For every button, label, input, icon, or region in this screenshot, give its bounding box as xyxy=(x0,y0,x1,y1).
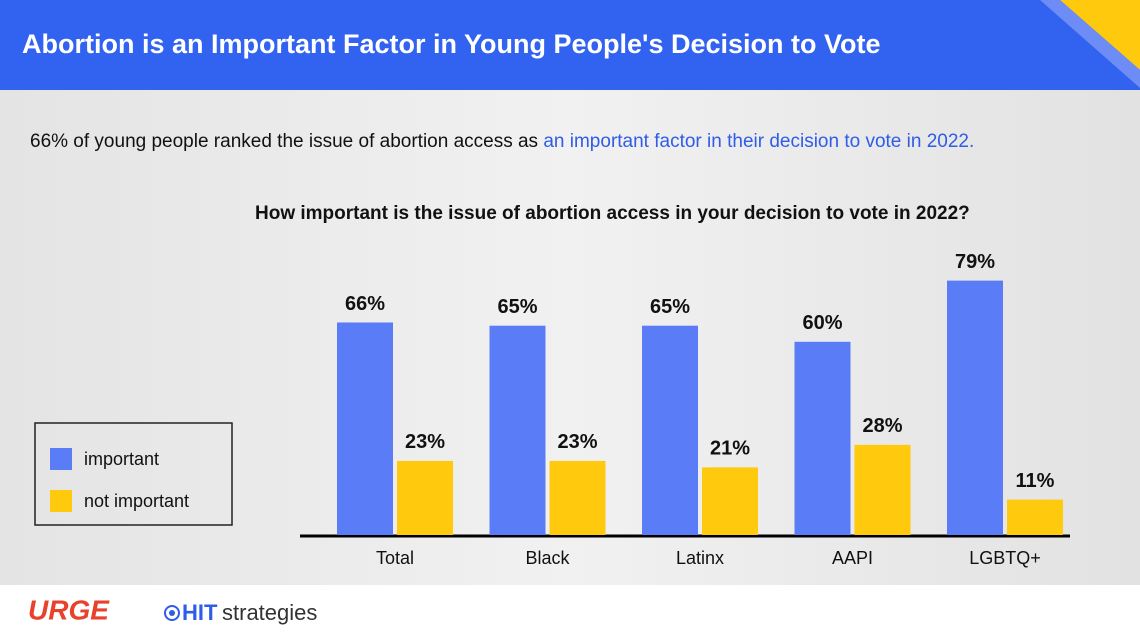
x-tick-label: Latinx xyxy=(676,548,724,568)
logo-icon xyxy=(164,605,180,621)
legend-label: important xyxy=(84,449,159,469)
bar xyxy=(642,325,698,535)
subtitle-highlight: an important factor in their decision to… xyxy=(543,131,975,152)
legend-swatch xyxy=(50,448,72,470)
legend-box xyxy=(34,422,233,526)
bar xyxy=(854,444,911,535)
x-tick-label: AAPI xyxy=(832,548,873,568)
data-label: 79% xyxy=(955,251,995,273)
bar xyxy=(1007,499,1063,535)
data-label: 23% xyxy=(405,431,445,453)
bar xyxy=(337,322,393,535)
bar xyxy=(397,460,453,535)
bar xyxy=(794,341,851,535)
data-label: 66% xyxy=(345,293,385,315)
corner-accent-2 xyxy=(1040,0,1140,88)
data-label: 23% xyxy=(557,431,597,453)
bar xyxy=(702,467,758,535)
logo-urge: URGE xyxy=(28,594,110,625)
legend-label: not important xyxy=(84,491,189,511)
data-label: 11% xyxy=(1016,470,1055,492)
subtitle-lead: 66% of young people ranked the issue of … xyxy=(30,131,544,152)
header-bar xyxy=(0,0,1140,90)
slide-title: Abortion is an Important Factor in Young… xyxy=(22,29,881,59)
footer xyxy=(0,585,1140,641)
data-label: 21% xyxy=(710,438,750,460)
x-tick-label: LGBTQ+ xyxy=(969,548,1041,568)
data-label: 60% xyxy=(802,312,842,334)
x-tick-label: Total xyxy=(376,548,414,568)
bar xyxy=(947,280,1003,535)
x-tick-label: Black xyxy=(525,548,570,568)
data-label: 65% xyxy=(650,296,690,318)
chart-title: How important is the issue of abortion a… xyxy=(255,203,970,224)
logo-hit: HIT xyxy=(182,600,218,625)
subtitle: 66% of young people ranked the issue of … xyxy=(30,128,1015,156)
data-label: 28% xyxy=(862,415,902,437)
bar xyxy=(549,460,606,535)
logo-icon-dot xyxy=(169,610,175,616)
logo-strategies: strategies xyxy=(222,600,317,625)
legend-swatch xyxy=(50,490,72,512)
bar xyxy=(489,325,546,535)
data-label: 65% xyxy=(497,296,537,318)
